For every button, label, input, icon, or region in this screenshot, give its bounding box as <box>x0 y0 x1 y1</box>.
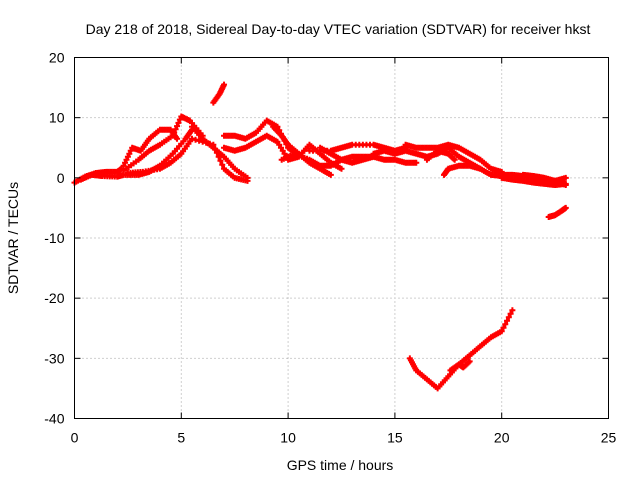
data-point <box>219 161 226 168</box>
data-point <box>126 150 133 157</box>
data-point <box>174 135 181 142</box>
data-point <box>277 144 284 151</box>
tick-layer: 0 5 10 15 20 25 -40 -30 -20 -10 0 10 20 <box>44 50 616 446</box>
data-series-arc-21 <box>520 171 569 189</box>
data-point <box>276 141 283 148</box>
data-point <box>498 328 505 335</box>
data-point <box>217 157 224 164</box>
data-point <box>221 81 228 88</box>
data-series-arc-18 <box>423 147 458 163</box>
y-tick-label: -40 <box>44 411 64 427</box>
y-tick-label: -30 <box>44 350 64 366</box>
data-point <box>274 138 281 145</box>
x-axis-label: GPS time / hours <box>287 457 394 473</box>
x-tick-label: 0 <box>71 430 79 446</box>
data-point <box>507 310 514 317</box>
grid-layer <box>74 57 609 419</box>
data-point <box>279 147 286 154</box>
data-point <box>338 165 345 172</box>
data-series-arc-24 <box>447 358 473 374</box>
data-point <box>192 136 199 143</box>
data-point <box>413 159 420 166</box>
data-point <box>169 132 176 139</box>
data-point <box>502 321 509 328</box>
data-series-arc-2 <box>77 171 127 183</box>
data-point <box>451 156 458 163</box>
y-axis-label: SDTVAR / TECUs <box>5 182 21 294</box>
data-point <box>562 182 569 189</box>
x-tick-label: 15 <box>387 430 403 446</box>
data-point <box>505 314 512 321</box>
x-tick-label: 20 <box>494 430 510 446</box>
data-point <box>504 317 511 324</box>
data-point <box>500 324 507 331</box>
data-point <box>509 307 516 314</box>
x-tick-label: 5 <box>177 430 185 446</box>
x-tick-label: 10 <box>280 430 296 446</box>
x-tick-label: 25 <box>601 430 617 446</box>
data-point <box>244 174 251 181</box>
data-point <box>188 135 195 142</box>
data-point <box>562 204 569 211</box>
y-tick-label: 20 <box>49 50 65 66</box>
data-point <box>171 129 178 136</box>
data-point <box>174 123 181 130</box>
data-point <box>122 159 129 166</box>
data-point <box>196 137 203 144</box>
y-tick-label: -10 <box>44 230 64 246</box>
data-series-arc-6 <box>124 135 251 184</box>
data-point <box>123 156 130 163</box>
y-tick-label: -20 <box>44 290 64 306</box>
y-tick-label: 0 <box>57 170 65 186</box>
data-layer <box>71 81 569 392</box>
y-tick-label: 10 <box>49 110 65 126</box>
data-series-arc-4 <box>120 113 206 174</box>
data-series-arc-10 <box>221 132 345 172</box>
data-series-arc-3 <box>120 126 181 169</box>
data-series-arc-22 <box>545 204 569 220</box>
data-series-arc-14 <box>317 144 420 166</box>
data-point <box>124 153 131 160</box>
data-point <box>466 358 473 365</box>
data-point <box>281 150 288 157</box>
data-series-arc-17 <box>441 162 505 180</box>
data-point <box>327 171 334 178</box>
data-series-arc-7 <box>188 123 251 181</box>
data-point <box>562 174 569 181</box>
data-point <box>175 119 182 126</box>
data-point <box>172 126 179 133</box>
data-series-arc-23 <box>406 307 516 392</box>
data-series-arc-8 <box>210 81 228 106</box>
chart-title: Day 218 of 2018, Sidereal Day-to-day VTE… <box>86 21 591 37</box>
